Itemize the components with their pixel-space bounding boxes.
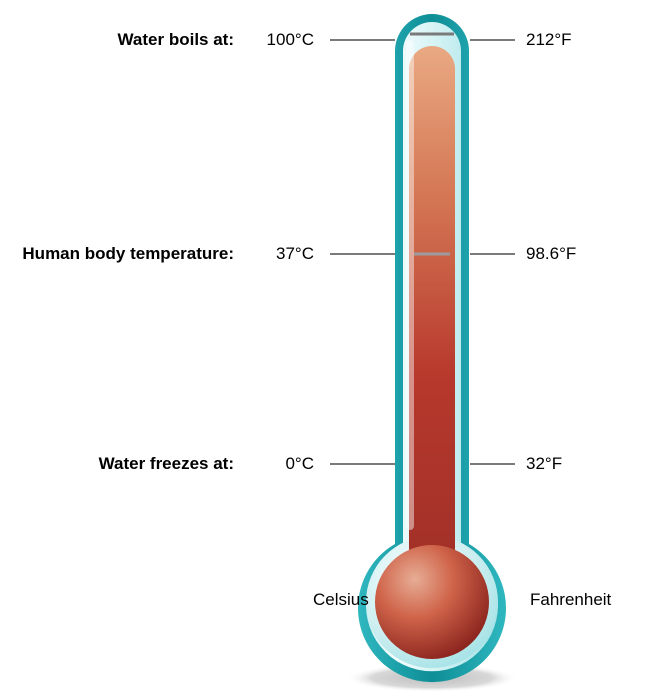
tick-left-body (330, 253, 395, 255)
row-body: Human body temperature: 37°C 98.6°F (0, 244, 664, 264)
desc-boils: Water boils at: (0, 30, 234, 50)
row-freezes: Water freezes at: 0°C 32°F (0, 454, 664, 474)
fahrenheit-body: 98.6°F (526, 244, 646, 264)
axis-label-celsius: Celsius (313, 590, 369, 610)
tick-left-boils (330, 39, 395, 41)
tick-left-freezes (330, 463, 395, 465)
celsius-body: 37°C (244, 244, 314, 264)
celsius-freezes: 0°C (244, 454, 314, 474)
fahrenheit-freezes: 32°F (526, 454, 646, 474)
fahrenheit-boils: 212°F (526, 30, 646, 50)
tick-right-body (470, 253, 515, 255)
mercury-bulb (375, 545, 489, 659)
desc-freezes: Water freezes at: (0, 454, 234, 474)
mercury-column (409, 46, 455, 602)
axis-label-fahrenheit: Fahrenheit (530, 590, 611, 610)
tick-right-freezes (470, 463, 515, 465)
desc-body: Human body temperature: (0, 244, 234, 264)
row-boils: Water boils at: 100°C 212°F (0, 30, 664, 50)
tick-right-boils (470, 39, 515, 41)
celsius-boils: 100°C (244, 30, 314, 50)
